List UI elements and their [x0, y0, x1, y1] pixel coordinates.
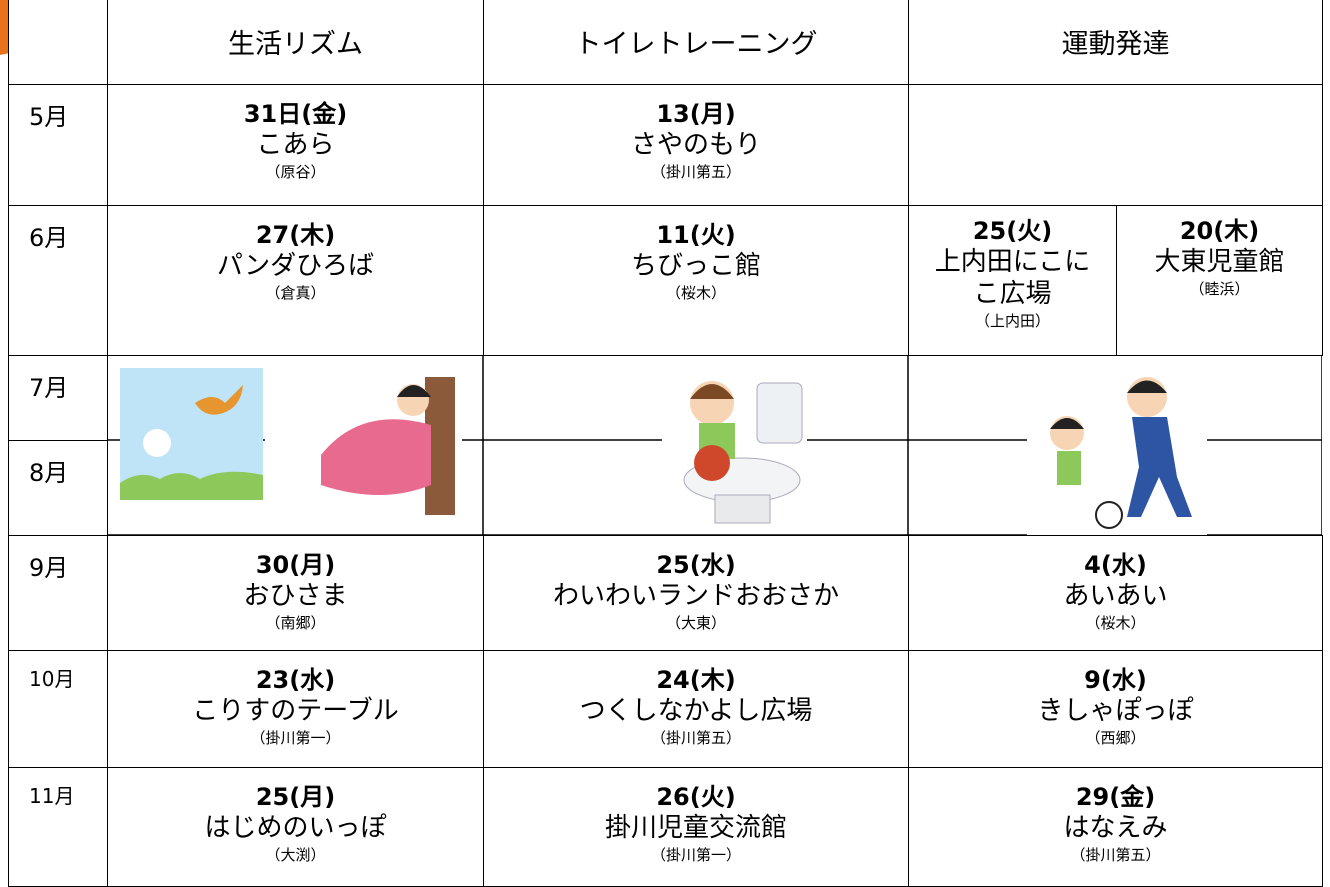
venue-area: （西郷） — [1085, 729, 1146, 747]
month: 10月 — [8, 650, 108, 768]
venue-name: はなえみ — [1063, 813, 1168, 843]
month: 7月 — [8, 355, 108, 441]
date: 13(月) — [656, 100, 736, 128]
schedule-cell: 11(火) ちびっこ館 （桜木） — [483, 205, 909, 356]
month: 6月 — [8, 205, 108, 356]
venue-name: こあら — [256, 130, 335, 160]
date: 4(水) — [1084, 551, 1147, 579]
date: 25(月) — [255, 783, 336, 811]
venue-area: （桜木） — [1085, 614, 1146, 632]
venue-area: （大渕） — [265, 846, 326, 864]
date: 25(水) — [656, 551, 736, 579]
date: 29(金) — [1075, 783, 1156, 811]
schedule-cell: 25(水) わいわいランドおおさか （大東） — [483, 535, 909, 651]
schedule-cell: 23(水) こりすのテーブル （掛川第一） — [107, 650, 484, 768]
venue-area: （掛川第一） — [250, 729, 341, 747]
schedule-cell: 9(水) きしゃぽっぽ （西郷） — [908, 650, 1323, 768]
venue-name: きしゃぽっぽ — [1037, 696, 1194, 726]
schedule-cell: 25(月) はじめのいっぽ （大渕） — [107, 767, 484, 887]
date: 30(月) — [255, 551, 336, 579]
schedule-cell — [908, 84, 1323, 206]
illustrations — [107, 355, 1322, 535]
schedule-cell: 31日(金) こあら （原谷） — [107, 84, 484, 206]
venue-name: 掛川児童交流館 — [604, 813, 787, 843]
venue-name: さやのもり — [630, 130, 761, 160]
month: 8月 — [8, 440, 108, 536]
date: 23(水) — [255, 666, 336, 694]
venue-area: （掛川第五） — [650, 729, 741, 747]
month: 5月 — [8, 84, 108, 206]
date: 20(木) — [1179, 217, 1260, 245]
schedule-cell: 13(月) さやのもり （掛川第五） — [483, 84, 909, 206]
column-header: 生活リズム — [107, 0, 484, 85]
venue-area: （倉真） — [265, 284, 326, 302]
date: 9(水) — [1084, 666, 1147, 694]
venue-name: 上内田にこにこ広場 — [934, 247, 1091, 309]
venue-area: （原谷） — [265, 163, 326, 181]
schedule-cell: 4(水) あいあい （桜木） — [908, 535, 1323, 651]
schedule-cell: 25(火) 上内田にこにこ広場 （上内田） — [908, 205, 1117, 356]
date: 11(火) — [656, 221, 736, 249]
venue-area: （南郷） — [265, 614, 326, 632]
venue-name: パンダひろば — [216, 251, 375, 281]
schedule-cell: 20(木) 大東児童館 （睦浜） — [1116, 205, 1323, 356]
month: 9月 — [8, 535, 108, 651]
column-header: 運動発達 — [908, 0, 1323, 85]
date: 24(木) — [656, 666, 736, 694]
venue-area: （掛川第五） — [650, 163, 741, 181]
venue-name: あいあい — [1063, 581, 1168, 611]
venue-area: （桜木） — [665, 284, 726, 302]
venue-area: （大東） — [665, 614, 726, 632]
venue-name: おひさま — [243, 581, 348, 611]
header-blank — [8, 0, 108, 85]
venue-area: （掛川第一） — [650, 846, 741, 864]
date: 27(木) — [255, 221, 336, 249]
schedule-cell: 29(金) はなえみ （掛川第五） — [908, 767, 1323, 887]
venue-area: （睦浜） — [1189, 280, 1250, 298]
schedule-cell: 27(木) パンダひろば （倉真） — [107, 205, 484, 356]
date: 31日(金) — [243, 100, 348, 128]
venue-name: 大東児童館 — [1154, 247, 1285, 277]
venue-name: こりすのテーブル — [192, 696, 399, 726]
schedule-cell: 30(月) おひさま （南郷） — [107, 535, 484, 651]
venue-name: つくしなかよし広場 — [579, 696, 813, 726]
date: 26(火) — [656, 783, 736, 811]
venue-area: （掛川第五） — [1070, 846, 1161, 864]
venue-name: ちびっこ館 — [630, 251, 761, 281]
venue-name: わいわいランドおおさか — [552, 581, 839, 611]
venue-name: はじめのいっぽ — [204, 813, 387, 843]
month: 11月 — [8, 767, 108, 887]
schedule-cell: 26(火) 掛川児童交流館 （掛川第一） — [483, 767, 909, 887]
column-header: トイレトレーニング — [483, 0, 909, 85]
venue-area: （上内田） — [974, 312, 1050, 330]
date: 25(火) — [972, 217, 1053, 245]
schedule-cell: 24(木) つくしなかよし広場 （掛川第五） — [483, 650, 909, 768]
